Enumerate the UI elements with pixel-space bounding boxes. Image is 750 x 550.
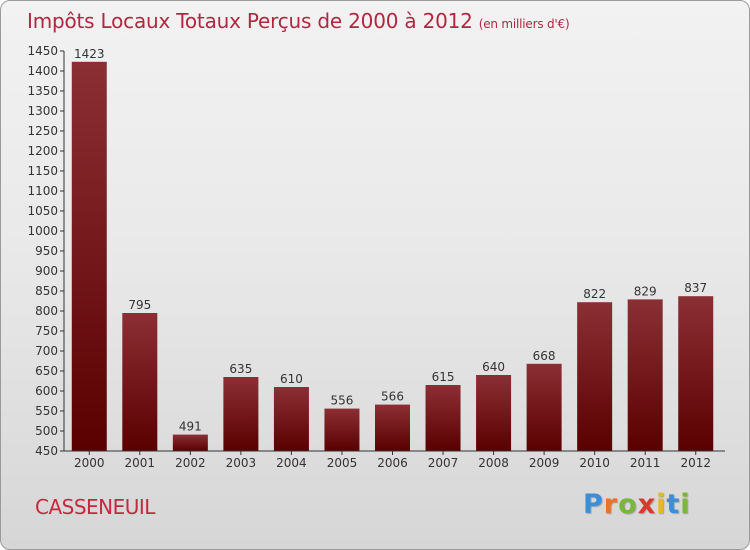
bar-2003 (223, 377, 259, 451)
x-tick-label: 2002 (175, 456, 206, 470)
y-tick-label: 600 (35, 384, 58, 398)
logo-letter: P (583, 489, 604, 520)
bar-value-label: 795 (128, 298, 151, 312)
bar-2012 (678, 296, 714, 451)
y-tick-label: 500 (35, 424, 58, 438)
bar-value-label: 640 (482, 360, 505, 374)
bar-2005 (324, 408, 360, 451)
bar-2011 (627, 299, 663, 451)
y-tick-label: 800 (35, 304, 58, 318)
bar-value-label: 829 (634, 284, 657, 298)
x-tick-label: 2011 (630, 456, 661, 470)
bar-value-label: 556 (331, 394, 354, 408)
y-tick-label: 700 (35, 344, 58, 358)
x-tick-label: 2012 (680, 456, 711, 470)
logo-letter: i (680, 489, 691, 520)
bar-value-label: 615 (432, 370, 455, 384)
logo-letter: i (656, 489, 667, 520)
y-tick-label: 550 (35, 404, 58, 418)
y-tick-label: 1100 (27, 184, 58, 198)
y-tick-label: 650 (35, 364, 58, 378)
bar-2001 (122, 313, 158, 451)
bar-value-label: 566 (381, 390, 404, 404)
bar-2007 (425, 385, 461, 451)
y-tick-label: 750 (35, 324, 58, 338)
y-tick-label: 1400 (27, 64, 58, 78)
y-axis: 450 500 550 600 650 700 750 800 850 900 950 1000 105… (27, 44, 65, 458)
x-tick-label: 2006 (377, 456, 408, 470)
x-axis: 2000 2001 2002 2003 2004 2005 2006 2007 2008 2009… (64, 450, 725, 470)
proxiti-logo: Proxiti (583, 489, 691, 520)
y-tick-label: 1350 (27, 84, 58, 98)
y-tick-label: 1150 (27, 164, 58, 178)
x-tick-label: 2004 (276, 456, 307, 470)
bar-value-label: 635 (229, 362, 252, 376)
bar-2004 (273, 387, 309, 451)
x-tick-label: 2005 (327, 456, 358, 470)
commune-name: CASSENEUIL (35, 495, 155, 519)
bar-value-label: 610 (280, 372, 303, 386)
bar-series: 1423 795 491 635 610 556 566 615 640 668 822 829 837 (71, 47, 714, 452)
bar-2000 (71, 61, 107, 452)
bar-2006 (375, 404, 410, 451)
x-tick-label: 2003 (226, 456, 257, 470)
bar-value-label: 1423 (74, 47, 105, 61)
chart-title-text: Impôts Locaux Totaux Perçus de 2000 à 20… (27, 9, 473, 33)
x-tick-label: 2007 (428, 456, 459, 470)
bar-2009 (526, 363, 562, 451)
y-tick-label: 1250 (27, 124, 58, 138)
y-tick-label: 1050 (27, 204, 58, 218)
bar-2010 (577, 302, 613, 451)
chart-unit-label: (en milliers d'€) (478, 17, 570, 31)
chart-title: Impôts Locaux Totaux Perçus de 2000 à 20… (27, 9, 570, 33)
bar-value-label: 822 (583, 287, 606, 301)
bar-value-label: 491 (179, 420, 202, 434)
y-tick-label: 850 (35, 284, 58, 298)
y-tick-label: 1200 (27, 144, 58, 158)
y-tick-label: 450 (35, 444, 58, 458)
y-tick-label: 1300 (27, 104, 58, 118)
x-tick-label: 2000 (74, 456, 105, 470)
logo-letter: t (666, 489, 681, 520)
x-tick-label: 2008 (478, 456, 509, 470)
y-tick-label: 1450 (27, 44, 58, 58)
logo-letter: x (637, 489, 657, 520)
bar-value-label: 837 (684, 281, 707, 295)
logo-letter: r (603, 489, 619, 520)
bar-2008 (476, 375, 512, 451)
y-tick-label: 900 (35, 264, 58, 278)
x-tick-label: 2009 (529, 456, 560, 470)
x-tick-label: 2001 (125, 456, 156, 470)
bar-value-label: 668 (533, 349, 556, 363)
bar-2002 (172, 434, 208, 451)
logo-letter: o (618, 489, 638, 520)
y-tick-label: 1000 (27, 224, 58, 238)
y-tick-label: 950 (35, 244, 58, 258)
x-tick-label: 2010 (579, 456, 610, 470)
